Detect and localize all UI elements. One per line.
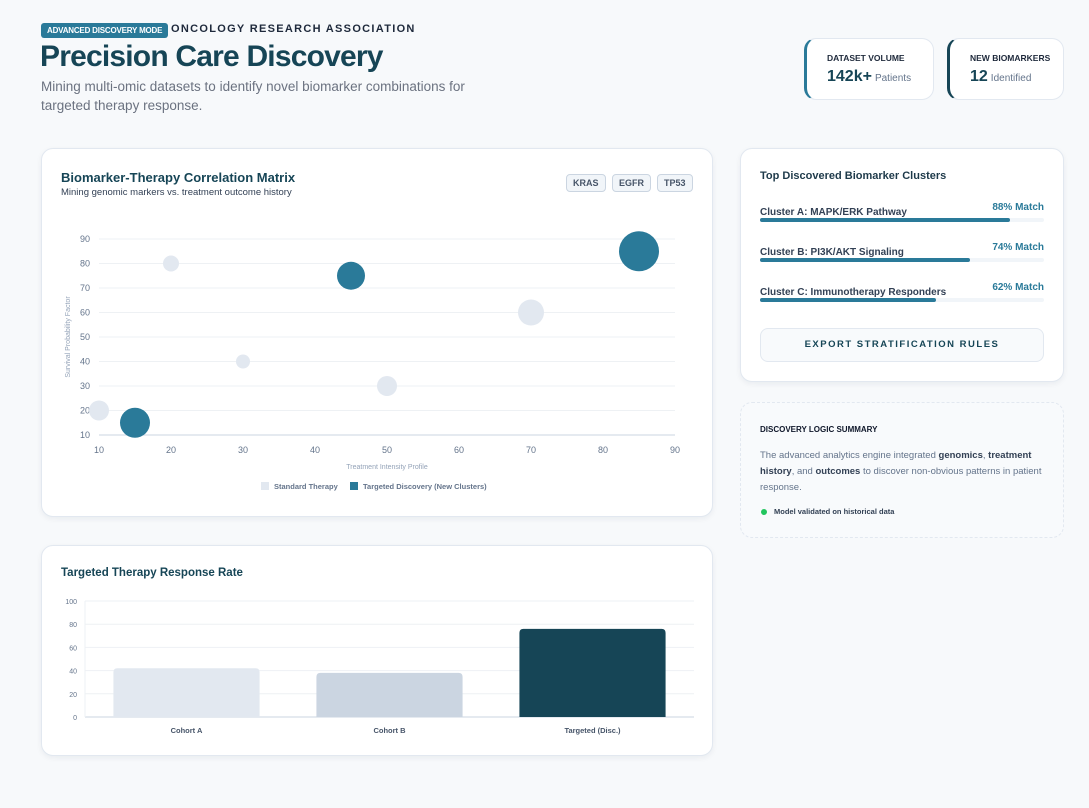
y-tick-label: 50 [80, 332, 90, 342]
cluster-match: 74% Match [992, 242, 1044, 253]
progress-fill [760, 258, 971, 262]
clusters-title: Top Discovered Biomarker Clusters [760, 170, 947, 182]
y-tick-label: 0 [73, 715, 77, 722]
stat-unit: Identified [990, 73, 1032, 84]
logic-summary-card: DISCOVERY LOGIC SUMMARY The advanced ana… [740, 402, 1064, 538]
scatter-subtitle: Mining genomic markers vs. treatment out… [61, 187, 292, 198]
tag-kras[interactable]: KRAS [566, 174, 606, 192]
x-tick-label: 80 [598, 445, 608, 455]
bubble-point [89, 400, 109, 421]
y-axis-label: Survival Probability Factor [65, 296, 72, 378]
bubble-point [619, 231, 659, 272]
x-tick-label: Cohort A [171, 726, 203, 735]
bubble-point [236, 354, 250, 369]
bubble-point [377, 376, 397, 396]
status-dot-icon [761, 509, 767, 515]
cluster-item: Cluster A: MAPK/ERK Pathway 88% Match [760, 202, 1044, 222]
legend-swatch [350, 482, 358, 490]
mode-badge: ADVANCED DISCOVERY MODE [41, 23, 169, 38]
x-tick-label: 60 [454, 445, 464, 455]
cluster-item: Cluster B: PI3K/AKT Signaling 74% Match [760, 242, 1044, 262]
y-tick-label: 20 [80, 406, 90, 416]
y-tick-label: 90 [80, 234, 90, 244]
scatter-chart: 10 20 30 40 50 60 70 80 90 10 20 30 40 50 60 70 80 90 Trea… [65, 231, 680, 491]
page-subtitle: Mining multi-omic datasets to identify n… [41, 79, 465, 113]
logic-title: DISCOVERY LOGIC SUMMARY [760, 425, 878, 434]
x-axis-label: Treatment Intensity Profile [346, 464, 428, 471]
y-tick-label: 70 [80, 283, 90, 293]
x-tick-label: Targeted (Disc.) [564, 726, 621, 735]
y-tick-label: 10 [80, 430, 90, 440]
bubble-point [120, 407, 150, 438]
bar-title: Targeted Therapy Response Rate [61, 567, 243, 579]
status-text: Model validated on historical data [774, 507, 895, 516]
x-tick-label: 10 [94, 445, 104, 455]
y-tick-label: 20 [69, 692, 77, 699]
organization-name: ONCOLOGY RESEARCH ASSOCIATION [171, 23, 416, 35]
legend-label: Targeted Discovery (New Clusters) [363, 482, 487, 491]
y-tick-label: 80 [69, 622, 77, 629]
y-tick-label: 40 [69, 669, 77, 676]
x-tick-label: 20 [166, 445, 176, 455]
scatter-card: Biomarker-Therapy Correlation Matrix Min… [41, 148, 713, 517]
cluster-name: Cluster C: Immunotherapy Responders [760, 287, 947, 298]
x-tick-label: 70 [526, 445, 536, 455]
cluster-item: Cluster C: Immunotherapy Responders 62% M… [760, 282, 1044, 302]
bubble-point [163, 255, 179, 272]
y-tick-label: 30 [80, 381, 90, 391]
cluster-name: Cluster A: MAPK/ERK Pathway [760, 207, 907, 218]
progress-fill [760, 298, 937, 302]
bar-card: Targeted Therapy Response Rate 0 20 40 60 80… [41, 545, 713, 756]
scatter-title: Biomarker-Therapy Correlation Matrix [61, 170, 296, 185]
y-tick-label: 80 [80, 259, 90, 269]
stat-label: DATASET VOLUME [827, 53, 905, 63]
bubble-point [518, 299, 544, 326]
y-tick-label: 60 [80, 308, 90, 318]
cluster-match: 62% Match [992, 282, 1044, 293]
x-tick-label: 40 [310, 445, 320, 455]
y-tick-label: 40 [80, 357, 90, 367]
bar-chart: 0 20 40 60 80 100 Cohort A Cohort B Targeted (Di… [65, 599, 694, 735]
progress-fill [760, 218, 1010, 222]
cluster-match: 88% Match [992, 202, 1044, 213]
legend-swatch [261, 482, 269, 490]
bar [316, 672, 463, 717]
export-button[interactable]: EXPORT STRATIFICATION RULES [760, 328, 1044, 362]
stat-value: 12 [970, 68, 988, 85]
logic-text: The advanced analytics engine integrated… [760, 450, 1042, 493]
stat-dataset-volume: DATASET VOLUME 142k+ Patients [804, 38, 934, 100]
progress-track [760, 258, 1044, 262]
y-tick-label: 60 [69, 645, 77, 652]
x-tick-label: 30 [238, 445, 248, 455]
x-tick-label: Cohort B [373, 726, 406, 735]
stat-value: 142k+ [827, 68, 872, 85]
progress-track [760, 218, 1044, 222]
progress-track [760, 298, 1044, 302]
stat-new-biomarkers: NEW BIOMARKERS 12 Identified [947, 38, 1064, 100]
stat-label: NEW BIOMARKERS [970, 53, 1051, 63]
tag-egfr[interactable]: EGFR [612, 174, 652, 192]
bubble-point [337, 261, 365, 290]
cluster-name: Cluster B: PI3K/AKT Signaling [760, 247, 904, 258]
tag-tp53[interactable]: TP53 [657, 174, 693, 192]
bar [113, 668, 260, 717]
bar [519, 628, 666, 717]
x-tick-label: 50 [382, 445, 392, 455]
legend-label: Standard Therapy [274, 482, 339, 491]
stat-unit: Patients [874, 73, 912, 84]
x-tick-label: 90 [670, 445, 680, 455]
y-tick-label: 100 [65, 599, 77, 606]
page-title: Precision Care Discovery [40, 40, 383, 73]
